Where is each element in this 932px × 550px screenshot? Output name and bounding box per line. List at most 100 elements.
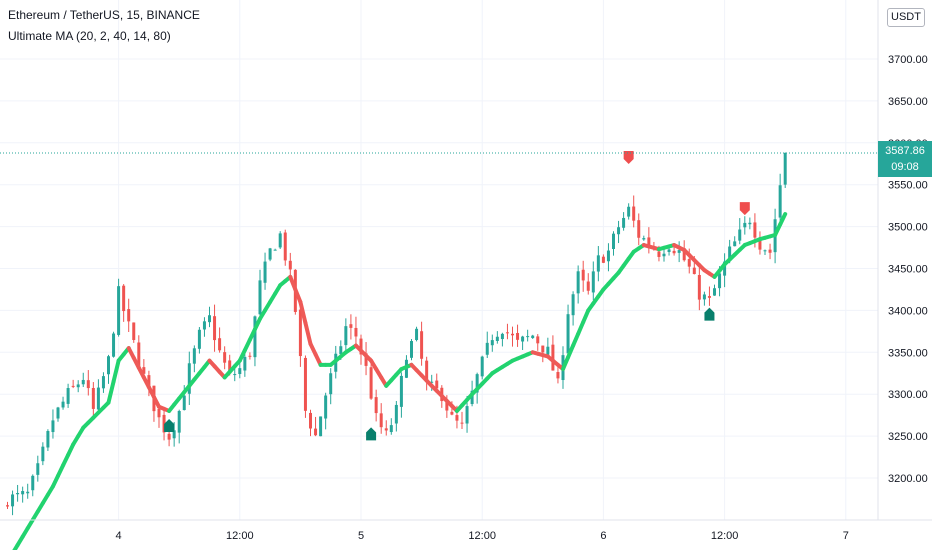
candle-body: [218, 338, 222, 351]
candle-body: [783, 152, 787, 185]
candle-body: [470, 390, 474, 405]
candle-body: [374, 397, 378, 414]
candle-body: [66, 388, 70, 404]
candle-body: [339, 346, 343, 355]
candle-body: [273, 249, 277, 251]
candle-body: [617, 227, 621, 235]
candle-body: [268, 248, 272, 260]
buy-signal-marker: [704, 307, 715, 321]
time-tick-label: 12:00: [711, 530, 739, 542]
candle-body: [657, 251, 661, 257]
candle-body: [632, 206, 636, 221]
candle-body: [475, 374, 479, 393]
candle-body: [445, 402, 449, 411]
chart-title: Ethereum / TetherUS, 15, BINANCE: [8, 8, 200, 22]
candle-body: [622, 217, 626, 228]
candle-body: [511, 333, 514, 336]
candle-body: [303, 357, 307, 411]
candle-body: [505, 332, 509, 334]
candle-body: [748, 222, 752, 225]
candle-body: [455, 415, 459, 421]
candle-body: [758, 238, 762, 250]
currency-button[interactable]: USDT: [887, 8, 925, 27]
time-axis[interactable]: 4 12:00 5 12:00 6 12:00 7: [116, 530, 849, 542]
candle-body: [61, 401, 65, 408]
candle-body: [46, 431, 50, 448]
candle-body: [253, 316, 257, 358]
candle-body: [480, 356, 484, 377]
candles: [6, 152, 787, 516]
time-tick-label: 5: [358, 530, 364, 542]
candle-body: [142, 367, 146, 374]
candle-body: [606, 250, 610, 262]
candle-body: [415, 328, 419, 341]
candle-body: [319, 416, 323, 437]
ma-segment: [298, 300, 308, 325]
candle-body: [31, 475, 35, 491]
candle-body: [465, 406, 469, 424]
candle-body: [743, 222, 747, 228]
candle-body: [420, 331, 424, 359]
indicator-legend[interactable]: Ultimate MA (20, 2, 40, 14, 80): [8, 29, 171, 43]
time-tick-label: 12:00: [226, 530, 254, 542]
candle-body: [137, 342, 141, 368]
ma-segment: [111, 358, 121, 384]
candle-body: [768, 249, 772, 253]
sell-signal-marker: [623, 151, 634, 165]
candle-body: [389, 425, 393, 433]
price-tick-label: 3400.00: [888, 305, 928, 317]
candle-body: [601, 256, 605, 263]
candle-body: [157, 409, 161, 418]
time-tick-label: 4: [116, 530, 122, 542]
candle-body: [556, 372, 560, 379]
candle-body: [51, 420, 55, 433]
candle-body: [581, 269, 585, 281]
candle-body: [132, 322, 136, 340]
candle-body: [86, 380, 90, 389]
candle-body: [450, 411, 454, 415]
candle-body: [647, 237, 651, 246]
candle-body: [56, 407, 60, 419]
candle-body: [672, 250, 676, 254]
candle-body: [197, 329, 201, 349]
candle-body: [591, 271, 595, 293]
price-tick-label: 3250.00: [888, 431, 928, 443]
last-price-value: 3587.86: [885, 145, 925, 157]
candle-body: [101, 376, 105, 389]
candle-body: [399, 375, 403, 407]
candle-body: [521, 336, 525, 342]
signal-markers: [164, 151, 750, 441]
price-tick-label: 3650.00: [888, 96, 928, 108]
candle-body: [667, 249, 671, 253]
candle-body: [728, 246, 732, 261]
candle-body: [172, 430, 176, 439]
candle-body: [718, 273, 722, 289]
candle-body: [112, 333, 116, 357]
candle-body: [384, 428, 388, 431]
ma-segment: [566, 343, 576, 360]
candle-body: [435, 380, 439, 389]
candle-body: [192, 348, 196, 364]
ma-segment: [571, 331, 581, 348]
candle-body: [233, 374, 237, 376]
candle-body: [677, 250, 681, 253]
candle-body: [76, 384, 80, 388]
candle-body: [238, 368, 242, 375]
sell-signal-marker: [739, 202, 750, 216]
candle-body: [288, 260, 292, 270]
candle-body: [278, 233, 282, 248]
candle-body: [349, 324, 353, 328]
last-price-tag: 3587.86 09:08: [878, 141, 932, 177]
candle-body: [586, 281, 590, 291]
candle-body: [460, 422, 464, 424]
candle-body: [526, 336, 530, 338]
candle-body: [576, 271, 580, 294]
candle-body: [682, 248, 686, 261]
candle-body: [692, 267, 696, 275]
candle-body: [258, 280, 262, 315]
candle-body: [430, 381, 434, 383]
time-tick-label: 12:00: [468, 530, 496, 542]
ma-segment: [561, 355, 571, 372]
price-axis[interactable]: 3200.00 3250.00 3300.00 3350.00 3400.00 3450.…: [888, 54, 928, 485]
